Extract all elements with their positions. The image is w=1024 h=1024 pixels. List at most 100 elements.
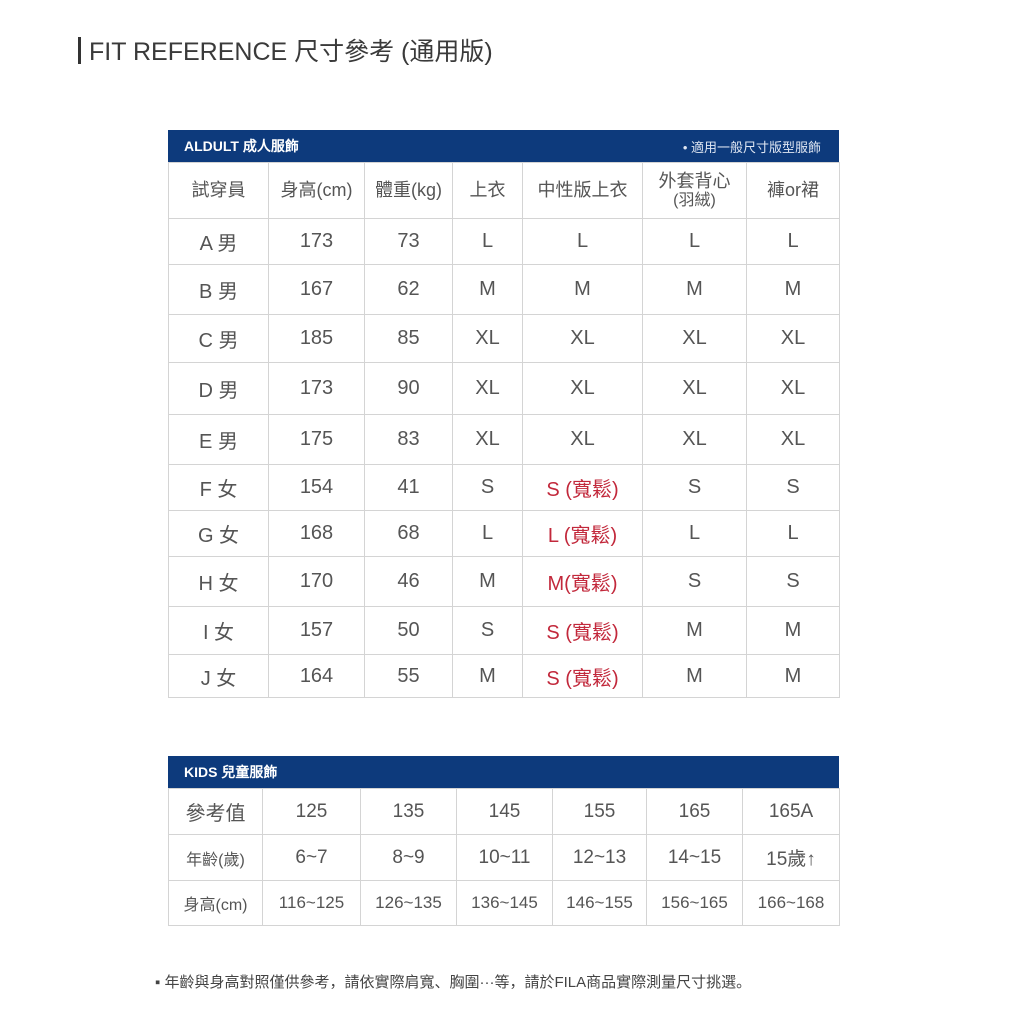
table-row: C 男 185 85 XL XL XL XL bbox=[168, 314, 840, 363]
size-cell: M bbox=[522, 264, 643, 315]
size-cell: XL bbox=[746, 414, 840, 465]
size-cell: M bbox=[642, 264, 747, 315]
size-cell: 170 bbox=[268, 556, 365, 607]
row-label: 參考值 bbox=[168, 788, 263, 835]
size-cell: S bbox=[452, 464, 523, 511]
col-header: 上衣 bbox=[452, 162, 523, 219]
size-cell: 157 bbox=[268, 606, 365, 655]
size-cell: M(寬鬆) bbox=[522, 556, 643, 607]
size-cell: M bbox=[746, 264, 840, 315]
value-cell: 165 bbox=[646, 788, 743, 835]
table-row: G 女 168 68 L L (寬鬆) L L bbox=[168, 510, 840, 557]
size-cell: XL bbox=[746, 314, 840, 363]
size-cell: 168 bbox=[268, 510, 365, 557]
table-row: 身高(cm) 116~125 126~135 136~145 146~155 156~16… bbox=[168, 880, 840, 926]
size-cell: XL bbox=[452, 314, 523, 363]
col-header-line: (羽絨) bbox=[673, 191, 716, 209]
size-cell: 154 bbox=[268, 464, 365, 511]
size-cell: 68 bbox=[364, 510, 453, 557]
value-cell: 126~135 bbox=[360, 880, 457, 926]
size-cell: XL bbox=[452, 362, 523, 415]
table-row: E 男 175 83 XL XL XL XL bbox=[168, 414, 840, 465]
adult-heading: ALDULT 成人服飾 bbox=[184, 138, 299, 154]
adult-header-row: 試穿員 身高(cm) 體重(kg) 上衣 中性版上衣 外套背心 (羽絨) 褲or裙 bbox=[168, 162, 840, 219]
size-cell: 175 bbox=[268, 414, 365, 465]
tester-cell: A 男 bbox=[168, 218, 269, 265]
size-cell: XL bbox=[746, 362, 840, 415]
size-cell: L (寬鬆) bbox=[522, 510, 643, 557]
size-cell: L bbox=[522, 218, 643, 265]
kids-size-table: KIDS 兒童服飾 參考值 125 135 145 155 165 165A 年齡(歲) 6~7… bbox=[168, 756, 840, 926]
table-row: 年齡(歲) 6~7 8~9 10~11 12~13 14~15 15歲↑ bbox=[168, 834, 840, 881]
value-cell: 10~11 bbox=[456, 834, 553, 881]
table-row: 參考值 125 135 145 155 165 165A bbox=[168, 788, 840, 835]
size-cell: S (寬鬆) bbox=[522, 654, 643, 698]
kids-heading: KIDS 兒童服飾 bbox=[184, 764, 278, 780]
value-cell: 8~9 bbox=[360, 834, 457, 881]
col-header: 試穿員 bbox=[168, 162, 269, 219]
size-cell: XL bbox=[642, 362, 747, 415]
table-row: D 男 173 90 XL XL XL XL bbox=[168, 362, 840, 415]
row-label: 身高(cm) bbox=[168, 880, 263, 926]
value-cell: 155 bbox=[552, 788, 647, 835]
size-cell: 83 bbox=[364, 414, 453, 465]
size-cell: S bbox=[642, 556, 747, 607]
table-row: F 女 154 41 S S (寬鬆) S S bbox=[168, 464, 840, 511]
size-cell: 46 bbox=[364, 556, 453, 607]
value-cell: 146~155 bbox=[552, 880, 647, 926]
value-cell: 165A bbox=[742, 788, 840, 835]
value-cell: 125 bbox=[262, 788, 361, 835]
table-row: B 男 167 62 M M M M bbox=[168, 264, 840, 315]
col-header: 中性版上衣 bbox=[522, 162, 643, 219]
col-header: 外套背心 (羽絨) bbox=[642, 162, 747, 219]
size-cell: M bbox=[642, 654, 747, 698]
size-cell: 50 bbox=[364, 606, 453, 655]
size-cell: XL bbox=[642, 314, 747, 363]
col-header: 身高(cm) bbox=[268, 162, 365, 219]
col-header-line: 外套背心 bbox=[658, 170, 731, 191]
size-cell: S (寬鬆) bbox=[522, 606, 643, 655]
size-cell: M bbox=[642, 606, 747, 655]
value-cell: 116~125 bbox=[262, 880, 361, 926]
row-label: 年齡(歲) bbox=[168, 834, 263, 881]
size-cell: XL bbox=[452, 414, 523, 465]
tester-cell: F 女 bbox=[168, 464, 269, 511]
size-cell: XL bbox=[522, 314, 643, 363]
tester-cell: H 女 bbox=[168, 556, 269, 607]
size-cell: 173 bbox=[268, 218, 365, 265]
table-row: J 女 164 55 M S (寬鬆) M M bbox=[168, 654, 840, 698]
size-cell: S bbox=[642, 464, 747, 511]
size-cell: S bbox=[746, 464, 840, 511]
size-cell: 62 bbox=[364, 264, 453, 315]
kids-header: KIDS 兒童服飾 bbox=[168, 756, 839, 788]
tester-cell: I 女 bbox=[168, 606, 269, 655]
size-cell: 167 bbox=[268, 264, 365, 315]
col-header: 褲or裙 bbox=[746, 162, 840, 219]
table-row: I 女 157 50 S S (寬鬆) M M bbox=[168, 606, 840, 655]
size-cell: 90 bbox=[364, 362, 453, 415]
value-cell: 14~15 bbox=[646, 834, 743, 881]
value-cell: 12~13 bbox=[552, 834, 647, 881]
size-cell: S (寬鬆) bbox=[522, 464, 643, 511]
size-cell: S bbox=[746, 556, 840, 607]
title-text: FIT REFERENCE 尺寸參考 (通用版) bbox=[89, 38, 493, 66]
size-cell: L bbox=[746, 218, 840, 265]
size-cell: M bbox=[452, 654, 523, 698]
size-cell: 55 bbox=[364, 654, 453, 698]
size-cell: M bbox=[452, 556, 523, 607]
value-cell: 15歲↑ bbox=[742, 834, 840, 881]
value-cell: 6~7 bbox=[262, 834, 361, 881]
size-cell: 164 bbox=[268, 654, 365, 698]
title-bar bbox=[78, 36, 81, 64]
col-header: 體重(kg) bbox=[364, 162, 453, 219]
size-cell: M bbox=[746, 606, 840, 655]
size-cell: M bbox=[452, 264, 523, 315]
tester-cell: E 男 bbox=[168, 414, 269, 465]
page-title: FIT REFERENCE 尺寸參考 (通用版) bbox=[78, 32, 493, 68]
tester-cell: D 男 bbox=[168, 362, 269, 415]
value-cell: 145 bbox=[456, 788, 553, 835]
size-cell: L bbox=[746, 510, 840, 557]
table-row: H 女 170 46 M M(寬鬆) S S bbox=[168, 556, 840, 607]
size-cell: XL bbox=[642, 414, 747, 465]
size-cell: 185 bbox=[268, 314, 365, 363]
